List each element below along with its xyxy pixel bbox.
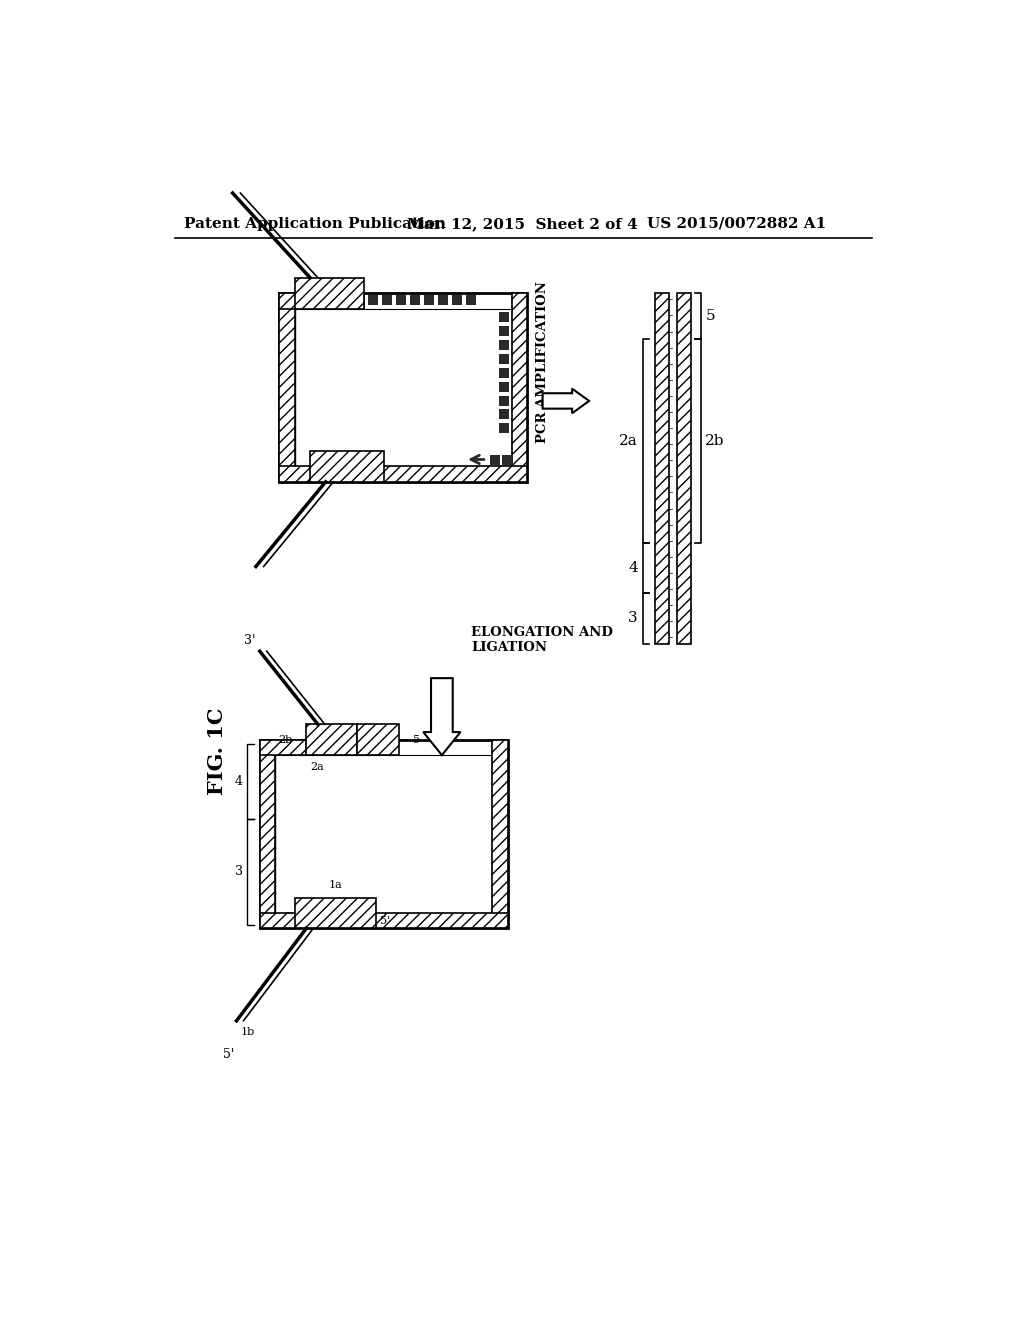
- Bar: [500, 409, 509, 420]
- Text: 1a: 1a: [329, 880, 342, 890]
- Bar: [410, 294, 420, 305]
- FancyArrow shape: [543, 388, 589, 413]
- Text: 2b: 2b: [706, 434, 725, 449]
- Bar: [512, 293, 527, 482]
- Bar: [452, 294, 462, 305]
- Bar: [500, 354, 509, 364]
- Text: Patent Application Publication: Patent Application Publication: [183, 216, 445, 231]
- Bar: [310, 451, 384, 482]
- Bar: [280, 293, 295, 482]
- Bar: [260, 739, 306, 755]
- Bar: [438, 294, 449, 305]
- Text: 5': 5': [223, 1048, 234, 1061]
- Bar: [424, 294, 434, 305]
- Bar: [295, 898, 376, 928]
- Text: 2a: 2a: [310, 762, 324, 772]
- Bar: [280, 466, 527, 482]
- Bar: [260, 913, 508, 928]
- Bar: [466, 294, 476, 305]
- Text: US 2015/0072882 A1: US 2015/0072882 A1: [647, 216, 826, 231]
- Text: 1b: 1b: [241, 1027, 255, 1038]
- Bar: [280, 293, 365, 309]
- Bar: [357, 725, 399, 755]
- Text: 3: 3: [234, 865, 243, 878]
- Text: PCR AMPLIFICATION: PCR AMPLIFICATION: [537, 281, 550, 444]
- Bar: [396, 294, 407, 305]
- Bar: [260, 739, 275, 928]
- Bar: [503, 455, 512, 465]
- Text: 5: 5: [414, 735, 420, 744]
- Bar: [280, 466, 527, 482]
- Bar: [677, 293, 690, 644]
- Bar: [493, 739, 508, 928]
- Bar: [306, 725, 357, 755]
- Text: 3: 3: [629, 611, 638, 626]
- Bar: [677, 293, 690, 644]
- Bar: [310, 451, 384, 482]
- Bar: [382, 294, 392, 305]
- Text: ELONGATION AND
LIGATION: ELONGATION AND LIGATION: [471, 626, 613, 653]
- Bar: [512, 293, 527, 482]
- Text: 3: 3: [364, 742, 371, 752]
- Text: FIG. 1C: FIG. 1C: [207, 708, 227, 795]
- Bar: [655, 293, 669, 644]
- Text: 4: 4: [234, 775, 243, 788]
- Bar: [500, 368, 509, 378]
- Bar: [280, 293, 295, 482]
- Bar: [306, 725, 357, 755]
- Text: Mar. 12, 2015  Sheet 2 of 4: Mar. 12, 2015 Sheet 2 of 4: [407, 216, 638, 231]
- Bar: [500, 381, 509, 392]
- Bar: [500, 396, 509, 405]
- Bar: [500, 326, 509, 337]
- Bar: [295, 277, 365, 309]
- Text: 5': 5': [380, 916, 390, 925]
- Bar: [655, 293, 669, 644]
- Bar: [260, 739, 508, 928]
- FancyArrow shape: [423, 678, 461, 755]
- Bar: [280, 293, 527, 482]
- Bar: [357, 725, 399, 755]
- Bar: [500, 313, 509, 322]
- Text: 2b: 2b: [279, 735, 292, 744]
- Bar: [489, 455, 500, 465]
- Bar: [295, 898, 376, 928]
- Bar: [500, 341, 509, 350]
- Bar: [280, 293, 365, 309]
- Bar: [369, 294, 378, 305]
- Text: 4: 4: [628, 561, 638, 576]
- Bar: [260, 913, 508, 928]
- Text: 3': 3': [245, 635, 256, 647]
- Bar: [260, 739, 275, 928]
- Bar: [295, 277, 365, 309]
- Text: 2a: 2a: [620, 434, 638, 449]
- Bar: [260, 739, 306, 755]
- Bar: [493, 739, 508, 928]
- Bar: [500, 424, 509, 433]
- Text: 5: 5: [706, 309, 715, 323]
